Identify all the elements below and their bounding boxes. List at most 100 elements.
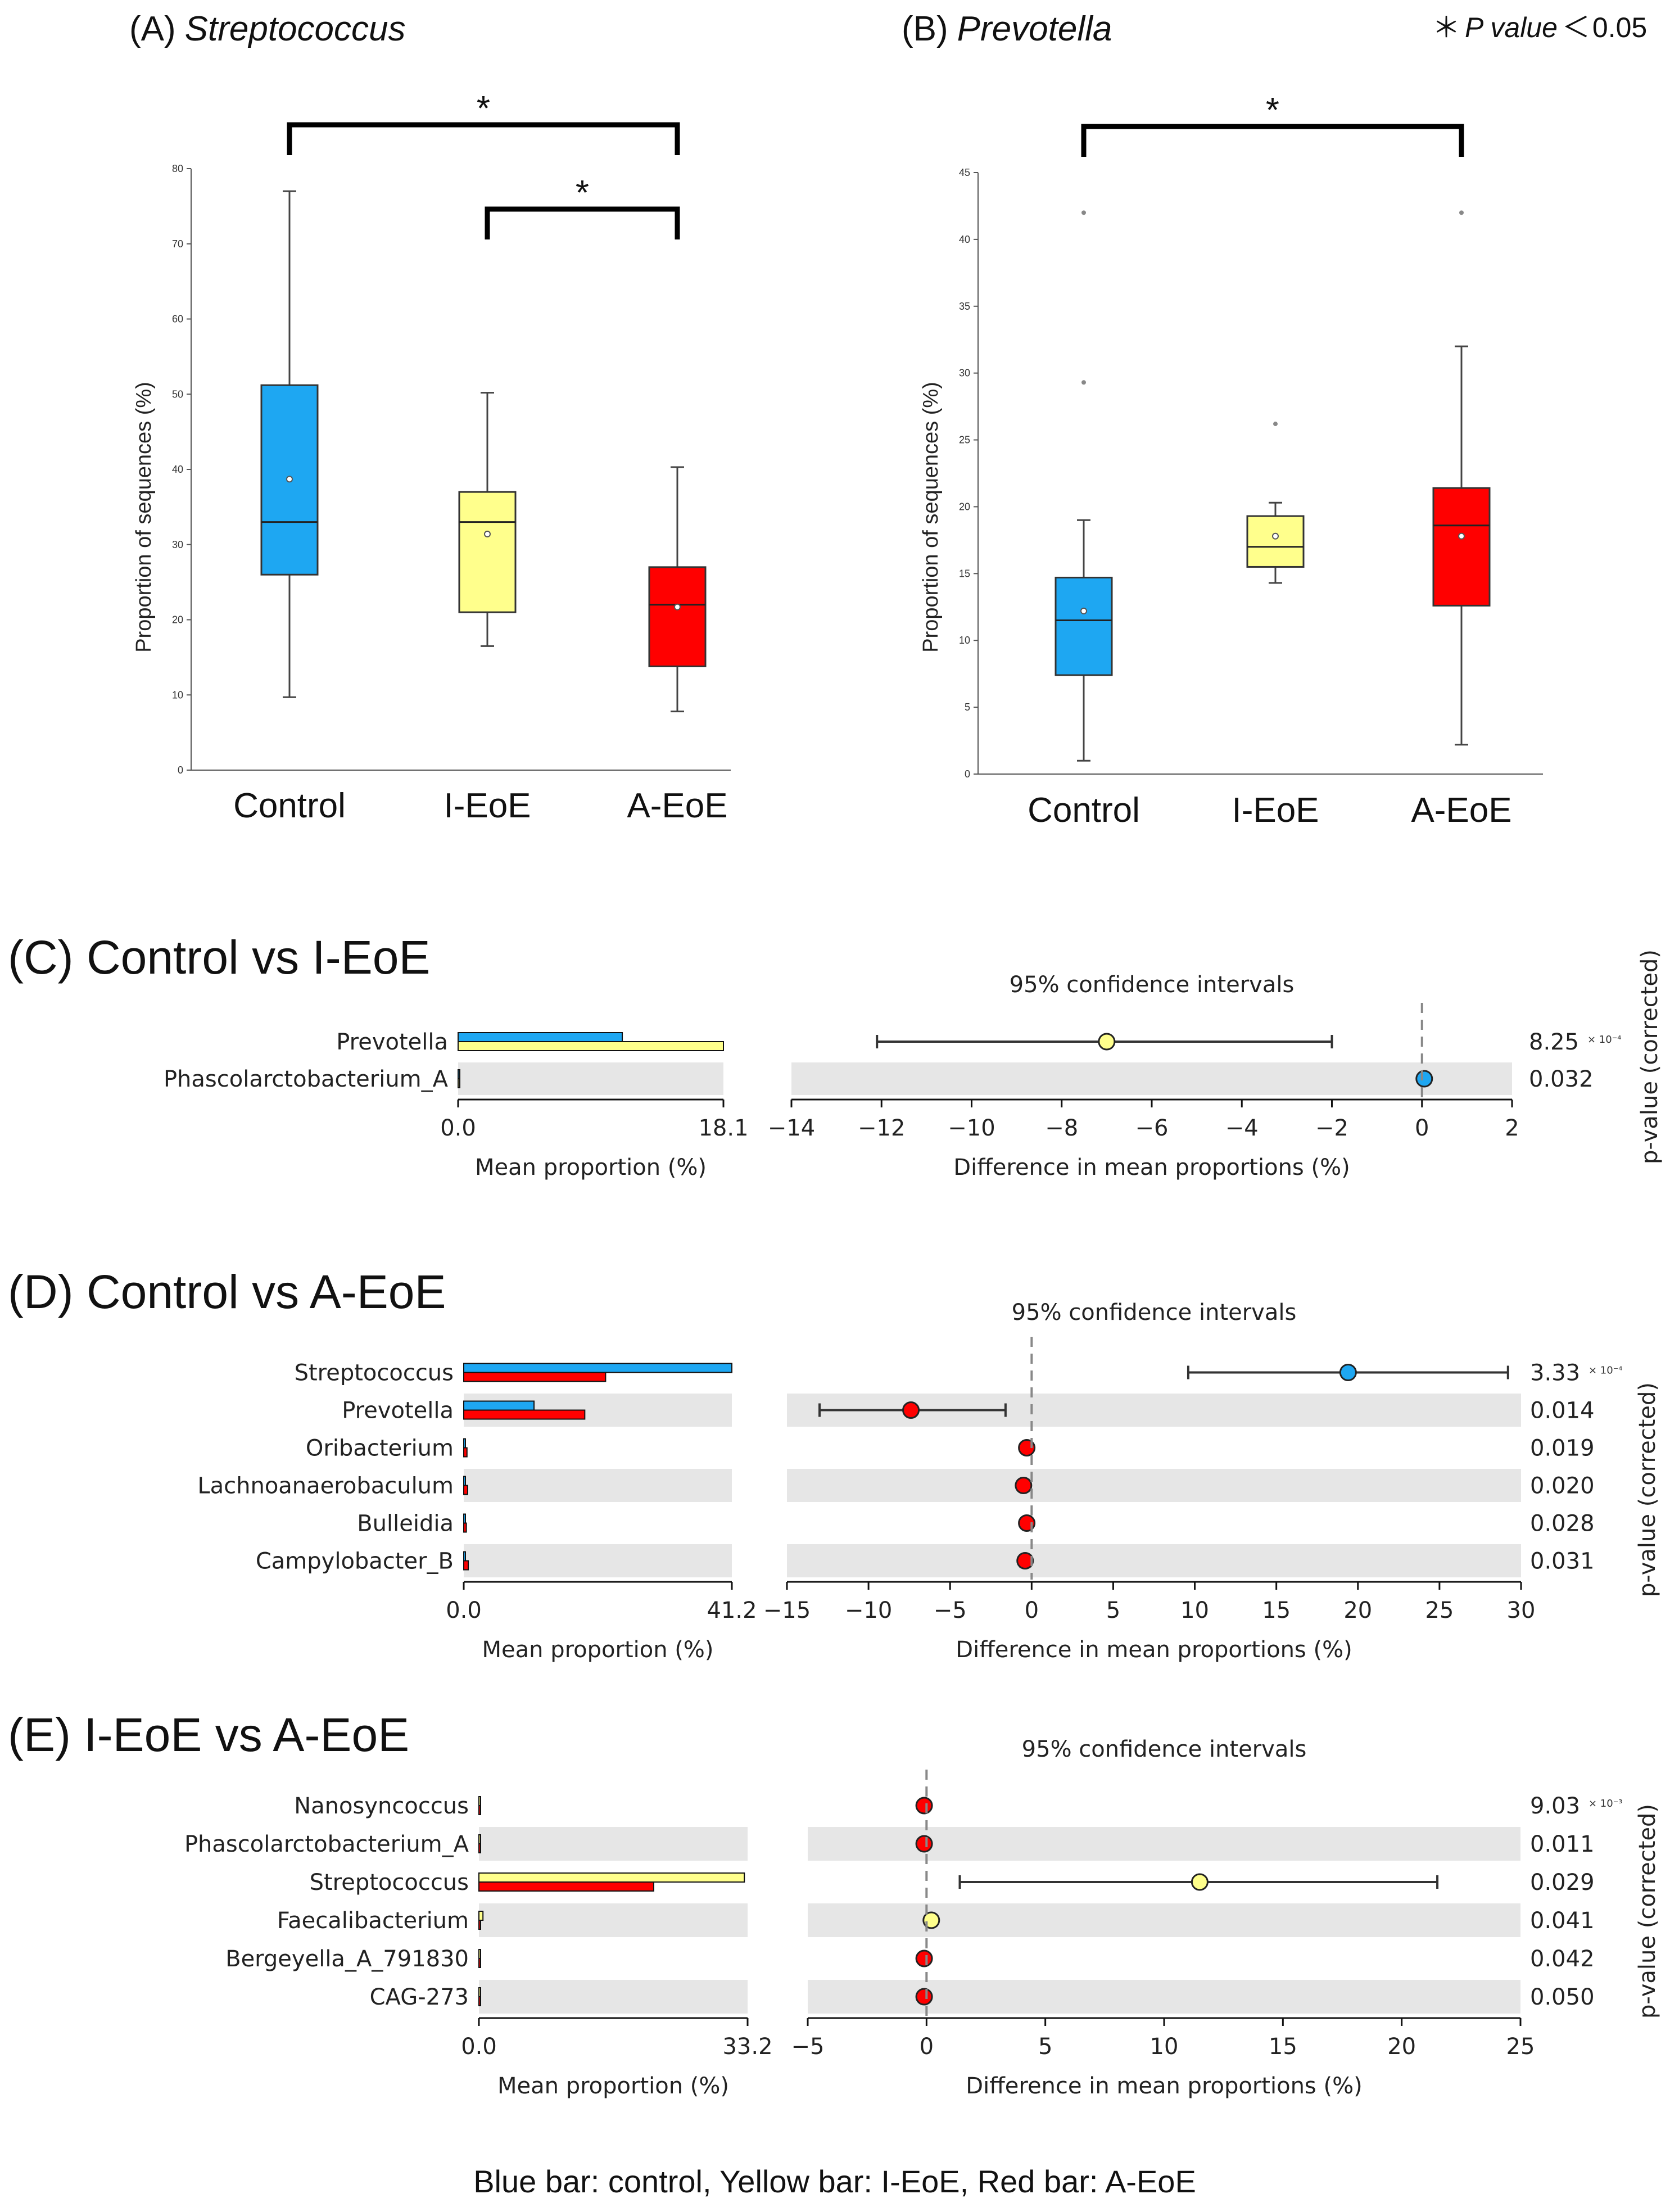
diff-x-tick-label: 5 xyxy=(1106,1598,1120,1623)
box-control xyxy=(1055,576,1113,676)
panel-b-title: (B) Prevotella xyxy=(902,10,1112,48)
diff-x-tick-label: 10 xyxy=(1180,1598,1209,1623)
pvalue-label: 0.031 xyxy=(1530,1549,1595,1575)
diff-x-tick-label: −5 xyxy=(791,2034,825,2060)
outlier-point xyxy=(1273,422,1278,427)
y-tick-label: 50 xyxy=(172,388,183,400)
diff-x-tick-label: −6 xyxy=(1135,1115,1169,1141)
mean-bar-control xyxy=(458,1069,460,1079)
difference-point xyxy=(915,1949,933,1967)
panel-a-genus: Streptococcus xyxy=(185,10,406,48)
difference-point xyxy=(1339,1364,1357,1381)
outlier-point xyxy=(1081,210,1086,215)
box-plot-prevotella: Proportion of sequences (%) 0 5 10 15 20 25 30… xyxy=(919,91,1543,830)
difference-point xyxy=(915,1797,933,1815)
diff-x-tick-label: −10 xyxy=(948,1115,995,1141)
significance-bracket xyxy=(485,206,680,239)
mean-marker xyxy=(1272,532,1279,540)
extended-error-bar-control-vs-aeoe: (D) Control vs A-EoE Streptococcus 3.33 × … xyxy=(8,1265,1660,1663)
row-band xyxy=(464,1544,732,1577)
panel-a-label: (A) xyxy=(129,10,176,48)
y-tick-label: 10 xyxy=(959,635,970,646)
row-band xyxy=(791,1062,1512,1095)
taxon-label: Phascolarctobacterium_A xyxy=(164,1066,449,1092)
box-i-eoe xyxy=(1246,515,1305,568)
diff-x-tick-label: 30 xyxy=(1507,1598,1536,1623)
extended-error-bar-ieoe-vs-aeoe: (E) I-EoE vs A-EoE Nanosyncoccus 9.03 × 10… xyxy=(8,1708,1660,2099)
taxon-label: Bulleidia xyxy=(357,1511,454,1537)
pvalue-axis-label: p-value (corrected) xyxy=(1637,949,1663,1164)
difference-point xyxy=(1015,1477,1033,1494)
difference-point xyxy=(1415,1070,1433,1088)
mean-bar-i-eoe xyxy=(458,1041,724,1051)
category-label: I-EoE xyxy=(443,786,531,825)
mean-bar-a-eoe xyxy=(478,1881,654,1892)
mean-marker xyxy=(484,531,491,538)
pvalue-label: 0.020 xyxy=(1530,1473,1595,1499)
y-tick-label: 60 xyxy=(172,314,183,325)
bar-x-tick-label: 18.1 xyxy=(698,1115,748,1141)
significance-note: ＊ P value ＜0.05 xyxy=(1432,12,1647,43)
diff-x-tick-label: 0 xyxy=(1415,1115,1429,1141)
diff-x-tick-label: 25 xyxy=(1425,1598,1454,1623)
row-band xyxy=(458,1062,723,1095)
mean-bar-i-eoe xyxy=(478,1911,484,1921)
pvalue-label: 0.050 xyxy=(1530,1984,1595,2010)
row-band xyxy=(464,1469,732,1502)
y-tick-label: 30 xyxy=(172,539,183,550)
difference-point xyxy=(902,1401,920,1419)
difference-point xyxy=(1191,1873,1209,1891)
mean-bar-a-eoe xyxy=(478,1843,481,1853)
pvalue-label: 8.25 xyxy=(1529,1029,1579,1055)
mean-bar-i-eoe xyxy=(478,1987,481,1997)
diff-x-tick-label: 15 xyxy=(1262,1598,1291,1623)
taxon-label: Bergeyella_A_791830 xyxy=(225,1946,469,1972)
mean-bar-control xyxy=(463,1363,732,1373)
taxon-label: Streptococcus xyxy=(310,1870,469,1896)
y-tick-label: 70 xyxy=(172,238,183,250)
y-tick-label: 40 xyxy=(959,234,970,245)
row-band xyxy=(787,1544,1521,1577)
mean-marker xyxy=(674,603,681,610)
ci-title: 95% confidence intervals xyxy=(1012,1300,1297,1326)
mean-bar-a-eoe xyxy=(463,1560,469,1571)
taxon-label: Campylobacter_B xyxy=(256,1549,454,1575)
y-tick-label: 10 xyxy=(172,689,183,700)
difference-point xyxy=(1098,1033,1116,1051)
y-tick-label: 0 xyxy=(965,768,970,780)
diff-x-tick-label: −10 xyxy=(845,1598,892,1623)
color-legend-footnote: Blue bar: control, Yellow bar: I-EoE, Re… xyxy=(473,2164,1196,2199)
row-band xyxy=(808,1827,1520,1861)
significance-bracket xyxy=(287,122,680,155)
mean-marker xyxy=(286,476,293,483)
taxon-label: Prevotella xyxy=(336,1029,448,1055)
row-band xyxy=(479,1827,748,1861)
mean-bar-a-eoe xyxy=(478,1996,481,2006)
bar-x-tick-label: 0.0 xyxy=(461,2034,497,2060)
significance-bracket xyxy=(1081,124,1464,157)
pvalue-label: 0.011 xyxy=(1530,1831,1595,1857)
taxon-label: Lachnoanaerobaculum xyxy=(197,1473,454,1499)
note-op: ＜ xyxy=(1562,12,1590,43)
pvalue-label: 0.032 xyxy=(1529,1066,1594,1092)
row-band xyxy=(479,1903,748,1937)
mean-bar-a-eoe xyxy=(478,1920,481,1930)
mean-bar-a-eoe xyxy=(463,1485,468,1495)
box-a-eoe xyxy=(648,566,707,667)
bar-x-tick-label: 0.0 xyxy=(446,1598,482,1623)
pvalue-label: 9.03 xyxy=(1530,1793,1580,1819)
mean-marker xyxy=(1458,532,1465,540)
pvalue-label: 0.042 xyxy=(1530,1946,1595,1972)
ci-title: 95% confidence intervals xyxy=(1022,1736,1307,1762)
ci-title: 95% confidence intervals xyxy=(1010,972,1295,998)
taxon-label: Phascolarctobacterium_A xyxy=(184,1831,469,1857)
taxon-label: CAG-273 xyxy=(370,1984,469,2010)
outlier-point xyxy=(1081,380,1086,385)
pvalue-label: 0.014 xyxy=(1530,1398,1595,1424)
diff-x-tick-label: −2 xyxy=(1315,1115,1348,1141)
pvalue-label: 0.019 xyxy=(1530,1436,1595,1462)
mean-bar-control xyxy=(463,1551,466,1562)
note-label: P value xyxy=(1465,12,1558,43)
mean-bar-a-eoe xyxy=(478,1958,481,1968)
significance-star: * xyxy=(576,174,589,212)
